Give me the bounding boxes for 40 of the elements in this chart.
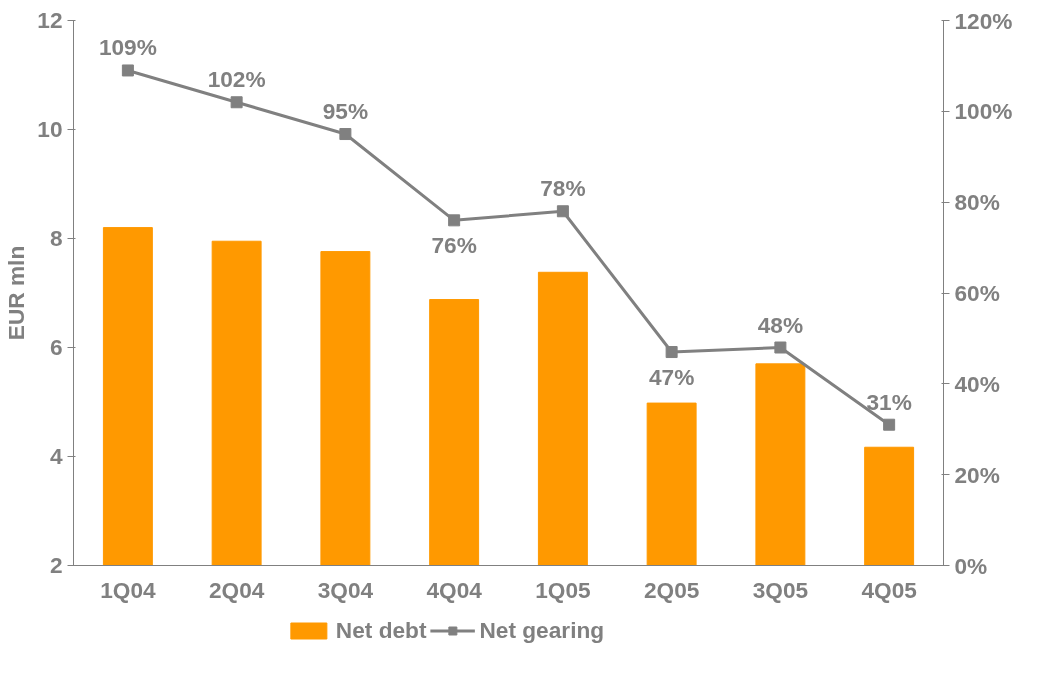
y2-tick-label: 80%: [954, 189, 1000, 216]
point: [121, 64, 134, 77]
data-label: 109%: [98, 34, 157, 61]
legend-label: Net gearing: [479, 616, 605, 644]
point: [665, 346, 678, 359]
data-label: 48%: [757, 311, 804, 338]
x-tick-label: 2Q04: [208, 576, 265, 603]
y2-tick-label: 100%: [954, 98, 1013, 125]
y2-tick-label: 60%: [954, 280, 1000, 306]
y-tick-label: 4: [49, 443, 63, 469]
x-tick-label: 1Q04: [100, 576, 156, 603]
data-label: 102%: [207, 66, 266, 93]
data-label: 31%: [866, 388, 912, 415]
point: [230, 96, 243, 109]
y-tick-label: 12: [37, 7, 63, 33]
x-tick-label: 3Q04: [317, 576, 374, 603]
y-tick-label: 10: [37, 116, 63, 142]
point: [883, 418, 896, 431]
y2-tick-label: 0%: [954, 552, 988, 579]
y2-tick-label: 20%: [954, 461, 1000, 488]
y2-tick-label: 120%: [954, 7, 1013, 34]
y-tick-label: 2: [49, 552, 63, 578]
point: [448, 214, 461, 227]
y-tick-label: 6: [49, 334, 63, 360]
y-axis-title: EUR mln: [3, 245, 30, 341]
legend-label: Net debt: [335, 616, 427, 644]
x-tick-label: 3Q05: [752, 576, 809, 603]
data-label: 47%: [648, 364, 695, 391]
x-tick-label: 1Q05: [535, 576, 591, 603]
point: [339, 128, 352, 141]
y2-tick-label: 40%: [954, 370, 1000, 397]
x-tick-label: 2Q05: [643, 576, 700, 603]
x-tick-label: 4Q05: [861, 576, 917, 603]
data-label: 76%: [431, 232, 477, 259]
point: [774, 341, 787, 354]
data-label: 95%: [322, 98, 369, 125]
x-tick-label: 4Q04: [426, 576, 483, 603]
data-label: 78%: [540, 175, 586, 202]
y-tick-label: 8: [49, 225, 63, 251]
point: [556, 205, 569, 218]
